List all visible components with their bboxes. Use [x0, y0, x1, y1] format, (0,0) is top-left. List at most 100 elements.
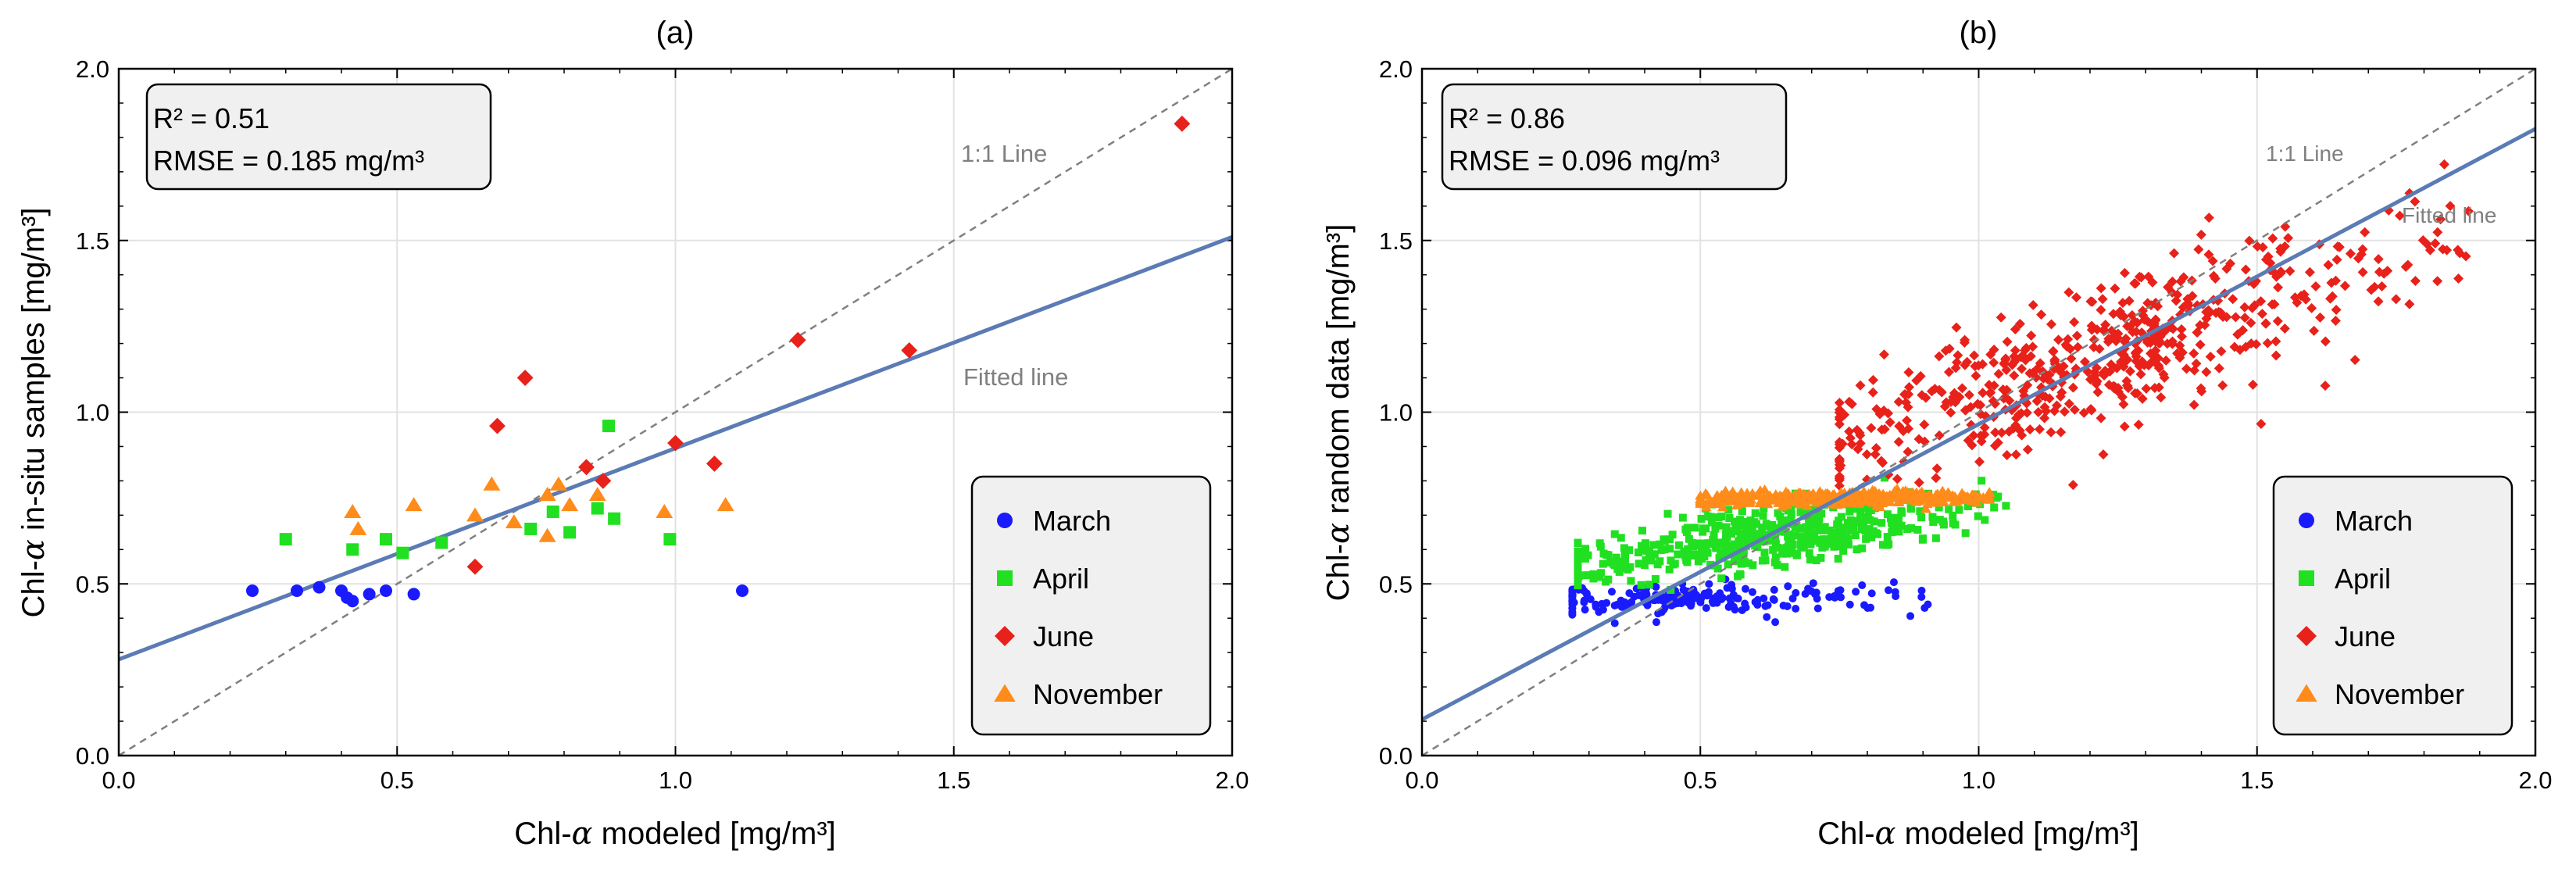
data-point — [2216, 346, 2227, 357]
data-point — [1867, 603, 1875, 612]
data-point — [1931, 473, 1942, 484]
data-point — [1844, 426, 1855, 437]
data-point — [656, 503, 673, 518]
data-point — [1836, 593, 1845, 602]
data-point — [1864, 526, 1873, 534]
data-point — [1913, 477, 1924, 488]
data-point — [1620, 556, 1629, 565]
data-point — [2097, 294, 2108, 305]
panel-a-points — [246, 115, 1191, 608]
data-point — [608, 512, 621, 525]
data-point — [1856, 509, 1865, 518]
data-point — [1812, 494, 1824, 504]
data-point — [2040, 391, 2051, 402]
panel-a-y-axis-label: Chl-α in-situ samples [mg/m³] — [16, 208, 52, 618]
data-point — [1817, 553, 1825, 562]
legend-marker-march — [2299, 513, 2314, 528]
data-point — [1729, 602, 1738, 611]
data-point — [1845, 507, 1854, 516]
data-point — [2026, 330, 2037, 341]
data-point — [1776, 513, 1785, 521]
panel-b-frame — [1420, 67, 2537, 757]
data-point — [1978, 388, 1988, 398]
data-point — [2432, 276, 2443, 287]
legend-marker-june — [2296, 626, 2317, 646]
data-point — [1599, 559, 1607, 568]
data-point — [1903, 367, 1914, 378]
panel-a-fitted-label: Fitted line — [963, 363, 1068, 391]
panel-a-frame — [117, 67, 1234, 757]
svg-text:RMSE = 0.185 mg/m³: RMSE = 0.185 mg/m³ — [153, 145, 424, 177]
data-point — [1955, 506, 1963, 514]
data-point — [2069, 404, 2080, 415]
data-point — [1589, 574, 1598, 583]
data-point — [1917, 390, 1928, 401]
legend-label-june: June — [2335, 620, 2396, 652]
x-tick-label: 2.0 — [1215, 767, 1249, 794]
data-point — [1835, 499, 1846, 509]
data-point — [1730, 540, 1738, 549]
data-point — [1778, 519, 1787, 527]
data-point — [1961, 529, 1970, 538]
data-point — [1660, 537, 1669, 545]
data-point — [1816, 538, 1824, 547]
panel-a-x-axis-label: Chl-α modeled [mg/m³] — [514, 816, 836, 852]
data-point — [2049, 354, 2060, 365]
data-point — [1760, 549, 1769, 557]
data-point — [1656, 540, 1664, 549]
data-point — [602, 420, 615, 433]
data-point — [1911, 375, 1922, 386]
series-june — [466, 115, 1191, 575]
data-point — [2044, 393, 2055, 404]
data-point — [1988, 345, 1999, 356]
data-point — [2137, 393, 2148, 404]
data-point — [2357, 266, 2368, 277]
data-point — [1964, 495, 1976, 504]
data-point — [2145, 348, 2156, 359]
data-point — [1858, 544, 1867, 552]
data-point — [2020, 342, 2031, 353]
data-point — [2016, 352, 2027, 363]
data-point — [667, 434, 684, 452]
legend-marker-april — [997, 570, 1013, 586]
data-point — [1770, 535, 1779, 544]
data-point — [1646, 553, 1655, 562]
data-point — [1713, 564, 1722, 573]
data-point — [1870, 517, 1878, 526]
data-point — [1968, 430, 1979, 441]
data-point — [1660, 545, 1669, 554]
data-point — [1919, 534, 1928, 543]
data-point — [1909, 494, 1920, 503]
data-point — [1817, 509, 1826, 518]
data-point — [1902, 415, 1913, 426]
data-point — [516, 370, 534, 386]
data-point — [2181, 363, 2192, 374]
x-tick-label: 1.5 — [937, 767, 970, 794]
data-point — [1924, 490, 1936, 499]
data-point — [1599, 606, 1607, 614]
data-point — [1949, 511, 1957, 520]
data-point — [1988, 395, 1999, 406]
data-point — [1834, 397, 1845, 408]
data-point — [1752, 520, 1761, 528]
data-point — [1753, 543, 1762, 552]
data-point — [1709, 535, 1717, 544]
data-point — [1693, 541, 1702, 549]
data-point — [1913, 496, 1924, 506]
panel-a: (a) 0.0 0.5 1.0 1.5 2.0 0.0 0.5 1.0 1.5 2.0 R² = … — [16, 16, 1249, 852]
data-point — [291, 584, 303, 598]
data-point — [1792, 551, 1801, 559]
data-point — [1903, 402, 1913, 413]
data-point — [1929, 518, 1938, 527]
data-point — [1722, 531, 1731, 539]
data-point — [1574, 570, 1582, 579]
data-point — [2009, 370, 2020, 381]
data-point — [1990, 503, 1999, 512]
data-point — [1715, 554, 1724, 563]
data-point — [1727, 527, 1735, 535]
data-point — [1913, 526, 1922, 534]
legend-label-november: November — [1033, 678, 1163, 710]
data-point — [1929, 384, 1940, 395]
data-point — [1885, 497, 1896, 506]
data-point — [1951, 322, 1962, 333]
